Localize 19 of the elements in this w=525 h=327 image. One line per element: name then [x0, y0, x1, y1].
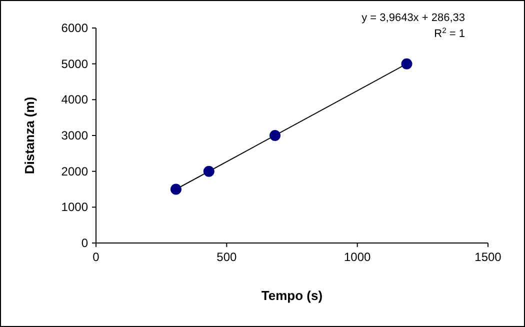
y-tick-label: 6000 [61, 21, 88, 35]
y-tick-label: 4000 [61, 92, 88, 107]
x-tick-label: 1500 [474, 250, 502, 264]
y-axis-title: Distanza (m) [22, 96, 37, 174]
y-tick-label: 5000 [61, 56, 88, 71]
x-tick-label: 500 [216, 250, 237, 264]
text: y = 3,9643x + 286,33 [362, 12, 465, 24]
y-tick-label: 2000 [61, 164, 88, 178]
y-tick-label: 1000 [61, 200, 88, 214]
point [170, 184, 182, 195]
y-tick-label: 3000 [61, 128, 88, 142]
x-tick-label: 1000 [344, 250, 372, 264]
point [401, 58, 412, 70]
x-axis-title: Tempo (s) [261, 288, 323, 303]
x-tick-label: 0 [92, 250, 100, 264]
point [270, 130, 281, 141]
point [203, 166, 214, 177]
y-tick-label: 0 [81, 236, 88, 250]
annotation: R$^{2}$ = 1 [434, 26, 465, 40]
